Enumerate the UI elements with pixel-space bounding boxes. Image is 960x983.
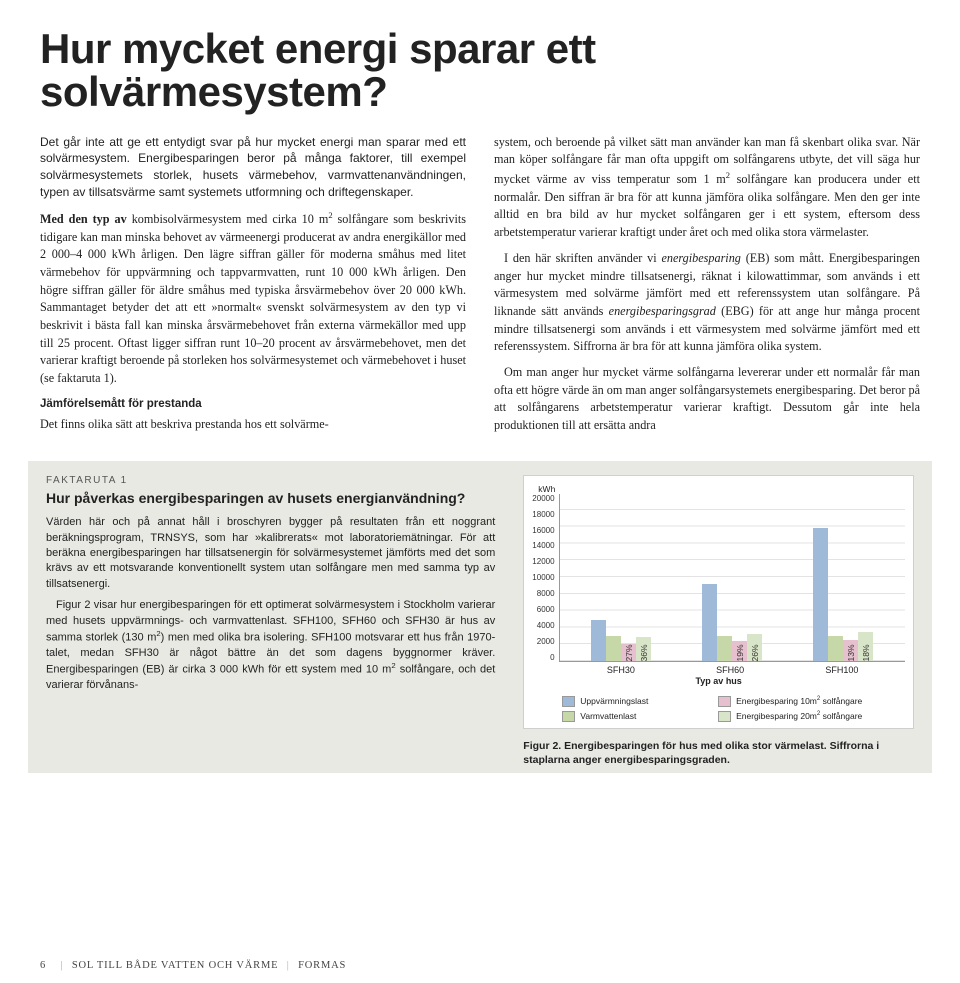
chart-legend-swatch bbox=[718, 711, 731, 722]
chart-bar bbox=[813, 528, 828, 661]
chart-bar-label: 36% bbox=[639, 644, 649, 661]
chart-legend-label: Varmvattenlast bbox=[580, 711, 636, 721]
footer-agency: FORMAS bbox=[298, 960, 346, 971]
chart-bar: 18% bbox=[858, 632, 873, 661]
body-paragraph: Det finns olika sätt att beskriva presta… bbox=[40, 416, 466, 434]
body-paragraph: Om man anger hur mycket värme solfångarn… bbox=[494, 364, 920, 435]
chart-bar: 19% bbox=[732, 641, 747, 660]
chart-y-tick: 12000 bbox=[532, 557, 554, 566]
chart-y-tick: 10000 bbox=[532, 573, 554, 582]
column-right: system, och beroende på vilket sätt man … bbox=[494, 134, 920, 443]
chart-x-tick: SFH30 bbox=[607, 665, 635, 675]
chart-legend-swatch bbox=[562, 696, 575, 707]
chart-bar-label: 19% bbox=[735, 644, 745, 661]
faktaruta-chart-area: kWh 200001800016000140001200010000800060… bbox=[523, 475, 914, 767]
faktaruta-paragraph: Figur 2 visar hur energibesparingen för … bbox=[46, 598, 495, 694]
page-title: Hur mycket energi sparar ett solvärmesys… bbox=[40, 28, 920, 114]
chart-bar bbox=[828, 636, 843, 661]
chart-y-unit: kWh bbox=[532, 484, 905, 494]
chart-legend-label: Energibesparing 20m2 solfångare bbox=[736, 711, 862, 721]
column-left: Det går inte att ge ett entydigt svar på… bbox=[40, 134, 466, 443]
chart-x-tick: SFH60 bbox=[716, 665, 744, 675]
chart-x-labels: SFH30 SFH60 SFH100 bbox=[532, 662, 905, 675]
faktaruta-tag: FAKTARUTA 1 bbox=[46, 475, 495, 486]
faktaruta-title: Hur påverkas energibesparingen av husets… bbox=[46, 490, 495, 508]
chart-bar bbox=[591, 620, 606, 660]
subheading: Jämförelsemått för prestanda bbox=[40, 396, 466, 413]
chart-legend: Uppvärmningslast Energibesparing 10m2 sol… bbox=[532, 696, 905, 722]
chart-legend-label: Energibesparing 10m2 solfångare bbox=[736, 696, 862, 706]
chart-bar: 26% bbox=[747, 634, 762, 660]
chart-legend-label: Uppvärmningslast bbox=[580, 696, 648, 706]
chart-legend-item: Energibesparing 20m2 solfångare bbox=[718, 711, 905, 722]
chart-y-axis: 2000018000160001400012000100008000600040… bbox=[532, 494, 558, 662]
chart-bar-label: 13% bbox=[846, 644, 856, 661]
chart-legend-swatch bbox=[718, 696, 731, 707]
chart-bar bbox=[606, 636, 621, 661]
body-paragraph: Med den typ av Med den typ av kombisolvä… bbox=[40, 209, 466, 388]
chart-bar: 13% bbox=[843, 640, 858, 661]
chart-y-tick: 6000 bbox=[537, 605, 555, 614]
body-paragraph: I den här skriften använder vi energibes… bbox=[494, 250, 920, 356]
chart-bar-label: 26% bbox=[750, 644, 760, 661]
chart-y-tick: 0 bbox=[550, 653, 554, 662]
chart-plot: 27% 36% 19% 26% 13% 18% bbox=[559, 494, 905, 662]
chart-bar bbox=[717, 636, 732, 661]
chart-bar: 36% bbox=[636, 637, 651, 661]
chart-x-tick: SFH100 bbox=[825, 665, 858, 675]
chart-y-tick: 8000 bbox=[537, 589, 555, 598]
chart-bar-group: 27% 36% bbox=[591, 620, 651, 660]
page-number: 6 bbox=[40, 960, 46, 971]
chart-y-tick: 4000 bbox=[537, 621, 555, 630]
chart-bar bbox=[702, 584, 717, 660]
faktaruta-body: Värden här och på annat håll i broschyre… bbox=[46, 515, 495, 694]
footer-title: SOL TILL BÅDE VATTEN OCH VÄRME bbox=[72, 960, 279, 971]
chart-y-tick: 2000 bbox=[537, 637, 555, 646]
chart-y-tick: 16000 bbox=[532, 526, 554, 535]
chart-bar: 27% bbox=[621, 644, 636, 661]
chart-bar-label: 18% bbox=[861, 644, 871, 661]
chart-x-title: Typ av hus bbox=[532, 676, 905, 686]
chart-legend-item: Uppvärmningslast bbox=[562, 696, 706, 707]
faktaruta: FAKTARUTA 1 Hur påverkas energibesparing… bbox=[28, 461, 932, 773]
chart-bar-label: 27% bbox=[624, 644, 634, 661]
body-columns: Det går inte att ge ett entydigt svar på… bbox=[40, 134, 920, 443]
chart-y-tick: 18000 bbox=[532, 510, 554, 519]
faktaruta-paragraph: Värden här och på annat håll i broschyre… bbox=[46, 515, 495, 592]
chart-legend-item: Varmvattenlast bbox=[562, 711, 706, 722]
intro-paragraph: Det går inte att ge ett entydigt svar på… bbox=[40, 134, 466, 201]
chart-legend-swatch bbox=[562, 711, 575, 722]
chart-bar-group: 13% 18% bbox=[813, 528, 873, 661]
faktaruta-text: FAKTARUTA 1 Hur påverkas energibesparing… bbox=[46, 475, 495, 767]
chart-y-tick: 20000 bbox=[532, 494, 554, 503]
figure-caption: Figur 2. Energibesparingen för hus med o… bbox=[523, 739, 914, 767]
chart-bar-group: 19% 26% bbox=[702, 584, 762, 660]
bar-chart: kWh 200001800016000140001200010000800060… bbox=[523, 475, 914, 729]
chart-y-tick: 14000 bbox=[532, 541, 554, 550]
page-footer: 6 | SOL TILL BÅDE VATTEN OCH VÄRME | FOR… bbox=[40, 960, 346, 971]
chart-legend-item: Energibesparing 10m2 solfångare bbox=[718, 696, 905, 707]
body-paragraph: system, och beroende på vilket sätt man … bbox=[494, 134, 920, 242]
